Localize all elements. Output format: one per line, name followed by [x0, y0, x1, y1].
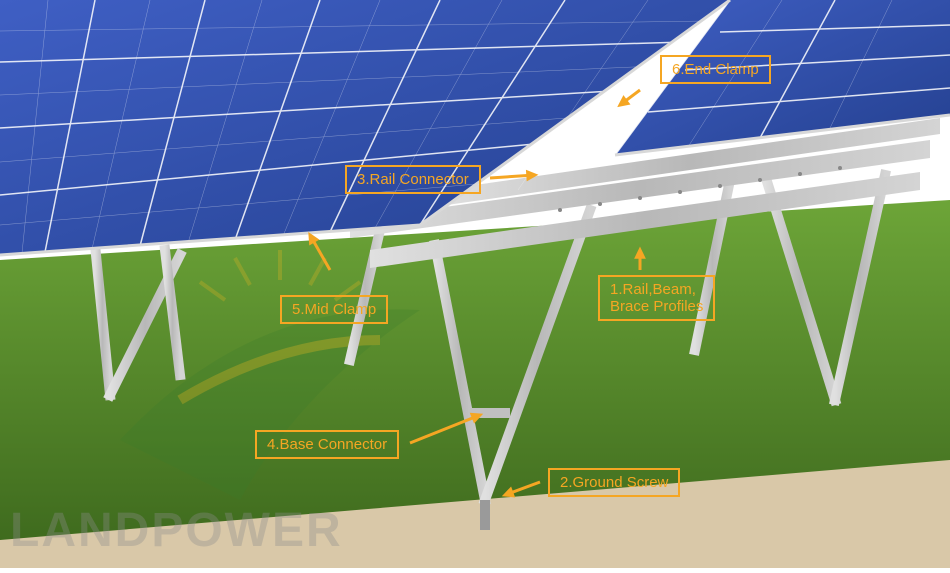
- label-rail-beam: 1.Rail,Beam,Brace Profiles: [598, 275, 715, 321]
- label-end-clamp: 6.End Clamp: [660, 55, 771, 84]
- structure-svg: [0, 0, 950, 568]
- label-mid-clamp: 5.Mid Clamp: [280, 295, 388, 324]
- diagram-scene: 6.End Clamp 3.Rail Connector 5.Mid Clamp 1.…: [0, 0, 950, 568]
- label-rail-connector: 3.Rail Connector: [345, 165, 481, 194]
- label-base-connector: 4.Base Connector: [255, 430, 399, 459]
- label-ground-screw: 2.Ground Screw: [548, 468, 680, 497]
